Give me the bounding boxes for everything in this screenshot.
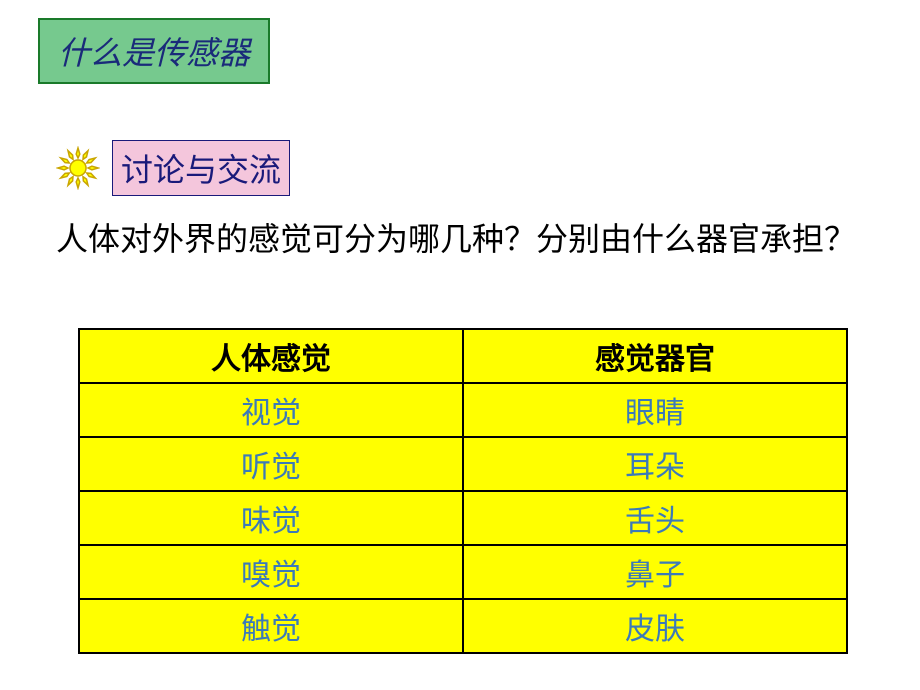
- sun-icon: [56, 146, 100, 190]
- table-cell: 鼻子: [463, 545, 847, 599]
- table-row: 味觉舌头: [79, 491, 847, 545]
- table-cell: 触觉: [79, 599, 463, 653]
- table-row: 触觉皮肤: [79, 599, 847, 653]
- table-cell: 耳朵: [463, 437, 847, 491]
- table-cell: 味觉: [79, 491, 463, 545]
- section-label: 讨论与交流: [112, 140, 290, 196]
- table-cell: 皮肤: [463, 599, 847, 653]
- table-header: 感觉器官: [463, 329, 847, 383]
- table-cell: 舌头: [463, 491, 847, 545]
- table-row: 视觉眼睛: [79, 383, 847, 437]
- table-row: 嗅觉鼻子: [79, 545, 847, 599]
- question-text: 人体对外界的感觉可分为哪几种？分别由什么器官承担？: [56, 216, 864, 262]
- table-cell: 眼睛: [463, 383, 847, 437]
- table-cell: 嗅觉: [79, 545, 463, 599]
- title-box: 什么是传感器: [38, 18, 270, 84]
- table-cell: 听觉: [79, 437, 463, 491]
- section-row: 讨论与交流: [56, 140, 290, 196]
- senses-table: 人体感觉 感觉器官 视觉眼睛听觉耳朵味觉舌头嗅觉鼻子触觉皮肤: [78, 328, 848, 654]
- table-header: 人体感觉: [79, 329, 463, 383]
- page-title: 什么是传感器: [58, 35, 250, 71]
- table-header-row: 人体感觉 感觉器官: [79, 329, 847, 383]
- table-cell: 视觉: [79, 383, 463, 437]
- table-row: 听觉耳朵: [79, 437, 847, 491]
